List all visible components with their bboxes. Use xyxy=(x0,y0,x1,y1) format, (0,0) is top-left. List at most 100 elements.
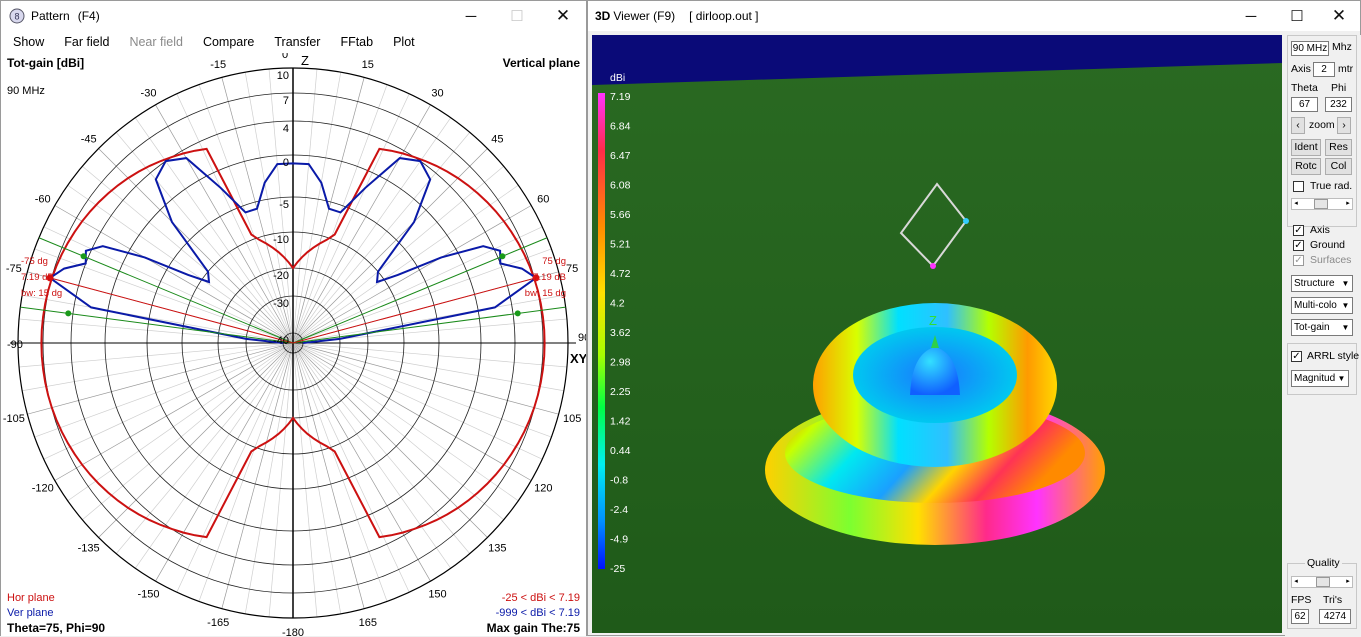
minimize-button[interactable]: ─ xyxy=(465,7,477,25)
color-mode-select[interactable]: Multi-colo ▼ xyxy=(1291,297,1353,314)
viewer-minimize-button[interactable]: ─ xyxy=(1245,7,1257,25)
colorbar-tick-label: 3.62 xyxy=(610,327,631,339)
menu-far-field[interactable]: Far field xyxy=(64,35,110,49)
menu-show[interactable]: Show xyxy=(13,35,45,49)
quality-slider[interactable]: ◂ ▸ xyxy=(1291,576,1353,588)
polar-radial-gridline xyxy=(292,342,552,438)
theta-label: Theta xyxy=(1291,82,1318,94)
footer-theta-phi: Theta=75, Phi=90 xyxy=(7,621,106,635)
ring-label: -20 xyxy=(273,270,289,282)
menu-transfer[interactable]: Transfer xyxy=(274,35,321,49)
polar-radial-gridline xyxy=(292,226,543,344)
viewer-file: [ dirloop.out ] xyxy=(689,9,759,23)
angle-label: -150 xyxy=(137,588,159,600)
angle-label: -120 xyxy=(32,483,54,495)
colorbar-tick-label: 5.21 xyxy=(610,239,631,251)
load-point xyxy=(963,218,969,224)
polar-radial-gridline xyxy=(292,77,365,344)
structure-select[interactable]: Structure ▼ xyxy=(1291,275,1353,292)
ring-label: -5 xyxy=(279,199,289,211)
angle-label: -90 xyxy=(7,339,23,351)
plot-title-left: Tot-gain [dBi] xyxy=(7,56,85,70)
ident-button[interactable]: Ident xyxy=(1291,139,1321,156)
arrl-checkbox[interactable]: ✓ xyxy=(1291,351,1302,362)
magnitude-select[interactable]: Magnitud ▼ xyxy=(1291,370,1349,387)
phi-field[interactable]: 232 xyxy=(1325,97,1352,112)
pattern-menubar: Show Far field Near field Compare Transf… xyxy=(1,31,586,53)
angle-label: -30 xyxy=(141,88,157,100)
footer-max-gain: Max gain The:75 xyxy=(486,621,580,635)
res-button[interactable]: Res xyxy=(1325,139,1352,156)
polar-radial-gridline xyxy=(198,84,294,344)
phi-label: Phi xyxy=(1331,82,1347,94)
viewer-control-panel: 90 MHz Mhz Axis 2 mtr Theta Phi 67 232 ‹… xyxy=(1285,35,1361,637)
axis-length-field[interactable]: 2 xyxy=(1313,62,1335,77)
polar-radial-gridline xyxy=(27,342,294,415)
menu-fftab[interactable]: FFtab xyxy=(340,35,374,49)
polar-radial-gridline xyxy=(292,342,431,582)
angle-label: 60 xyxy=(537,194,549,206)
axis-length-unit: mtr xyxy=(1338,63,1354,75)
angle-label: 150 xyxy=(428,588,446,600)
polar-radial-gridline xyxy=(82,165,294,344)
col-button[interactable]: Col xyxy=(1325,158,1352,175)
polar-radial-gridline xyxy=(221,342,294,609)
polar-radial-gridline xyxy=(22,342,294,392)
axis-checkbox[interactable]: ✓ xyxy=(1293,225,1304,236)
menu-compare[interactable]: Compare xyxy=(202,35,255,49)
angle-label: 105 xyxy=(563,413,581,425)
maximize-button[interactable]: ☐ xyxy=(510,8,524,25)
surfaces-checkbox[interactable]: ✓ xyxy=(1293,255,1304,266)
z-axis-marker xyxy=(931,335,939,348)
polar-radial-gridline xyxy=(176,93,294,344)
polar-radial-gridline xyxy=(292,248,552,344)
frequency-unit: Mhz xyxy=(1332,41,1352,53)
viewer-maximize-button[interactable]: ☐ xyxy=(1290,8,1304,25)
polar-radial-gridline xyxy=(292,342,388,602)
polar-radial-gridline xyxy=(244,342,294,614)
polar-radial-gridline xyxy=(22,294,294,344)
viewer-title-prefix: 3D xyxy=(595,9,611,23)
pattern-titlebar: 8 Pattern (F4) ─ ☐ ✕ xyxy=(1,1,586,31)
max-gain-point xyxy=(46,274,54,282)
beamwidth-line xyxy=(292,306,566,344)
colorbar-tick-label: 6.08 xyxy=(610,180,631,192)
3d-scene[interactable]: Z dBi 7.19 6.84 6.47 6.08 5.66 5.21 4.72 4.2 3.6… xyxy=(592,35,1282,633)
true-rad-slider[interactable]: ◂ ▸ xyxy=(1291,198,1353,210)
polar-radial-gridline xyxy=(292,84,388,344)
rotc-button[interactable]: Rotc xyxy=(1291,158,1321,175)
colorbar xyxy=(598,93,605,569)
close-button[interactable]: ✕ xyxy=(555,6,571,25)
zoom-out-button[interactable]: ‹ xyxy=(1291,117,1305,134)
ground-checkbox[interactable]: ✓ xyxy=(1293,240,1304,251)
marker-annotation-right: 75 dg xyxy=(542,256,566,267)
colorbar-tick-label: -4.9 xyxy=(610,534,628,546)
marker-annotation-left: 7.19 dB xyxy=(21,272,54,283)
polar-radial-gridline xyxy=(292,342,559,415)
polar-radial-gridline xyxy=(292,342,519,502)
polar-radial-gridline xyxy=(268,342,294,617)
surfaces-check-label: Surfaces xyxy=(1310,254,1352,266)
menu-plot[interactable]: Plot xyxy=(393,35,415,49)
frequency-field[interactable]: 90 MHz xyxy=(1291,41,1329,56)
polar-radial-gridline xyxy=(292,93,410,344)
true-rad-checkbox[interactable] xyxy=(1293,181,1304,192)
zoom-in-button[interactable]: › xyxy=(1337,117,1351,134)
theta-field[interactable]: 67 xyxy=(1291,97,1318,112)
angle-label: -15 xyxy=(210,59,226,71)
angle-label: 165 xyxy=(359,617,377,629)
angle-label: -75 xyxy=(6,263,22,275)
polar-radial-gridline xyxy=(292,342,564,392)
polar-radial-gridline xyxy=(155,104,294,344)
angle-label: 15 xyxy=(362,59,374,71)
angle-label: -105 xyxy=(3,413,25,425)
range-ver-plane: -999 < dBi < 7.19 xyxy=(495,607,580,619)
angle-label: -135 xyxy=(78,542,100,554)
chevron-down-icon: ▼ xyxy=(1339,276,1352,291)
angle-label: 30 xyxy=(431,88,443,100)
gain-type-select[interactable]: Tot-gain ▼ xyxy=(1291,319,1353,336)
viewer-close-button[interactable]: ✕ xyxy=(1331,6,1347,25)
polar-radial-gridline xyxy=(292,342,567,368)
menu-near-field[interactable]: Near field xyxy=(129,35,183,49)
beamwidth-point xyxy=(65,310,72,317)
